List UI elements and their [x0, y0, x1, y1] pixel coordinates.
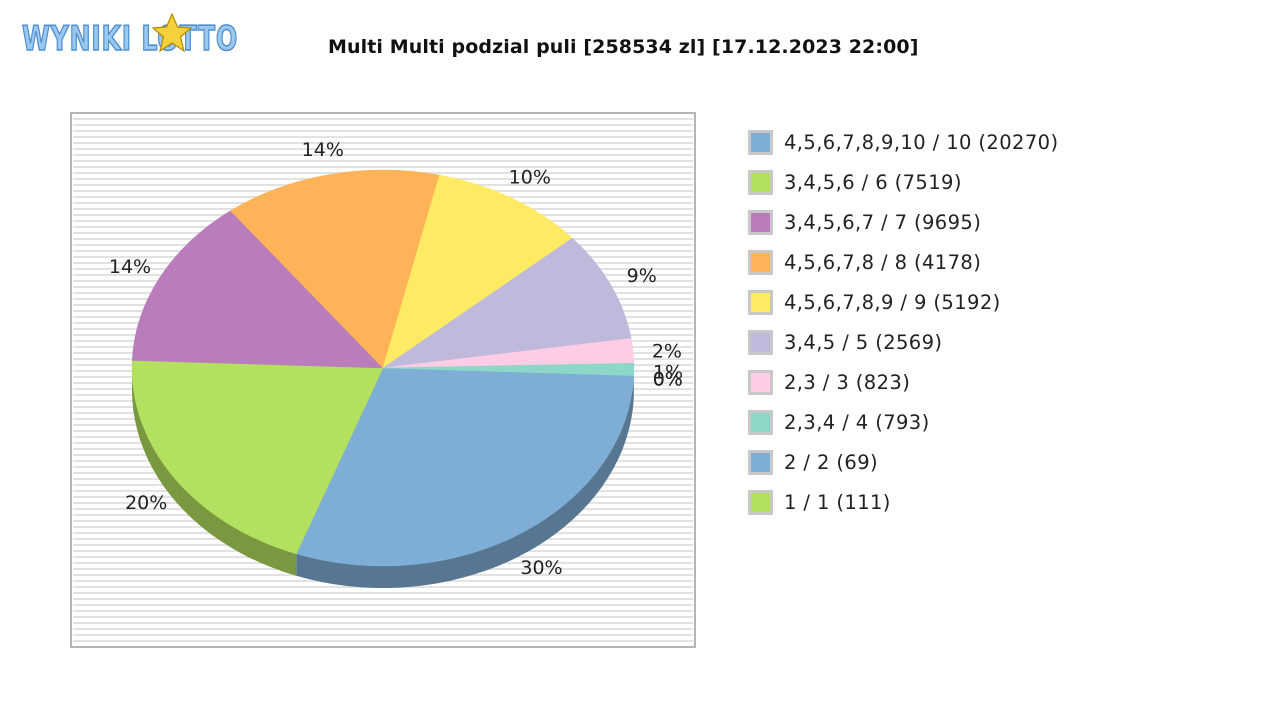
- legend-item: 3,4,5 / 5 (2569): [748, 322, 1058, 362]
- plot-area: [70, 112, 696, 648]
- legend-label: 2 / 2 (69): [784, 450, 879, 474]
- legend-swatch: [748, 369, 773, 395]
- legend-swatch: [748, 289, 773, 315]
- legend-swatch: [748, 449, 773, 475]
- legend-item: 2 / 2 (69): [748, 442, 1058, 482]
- legend-item: 1 / 1 (111): [748, 482, 1058, 522]
- logo-text: WYNIKI LOTTO: [22, 19, 238, 59]
- legend-label: 2,3,4 / 4 (793): [784, 410, 930, 434]
- legend-label: 3,4,5 / 5 (2569): [784, 330, 943, 354]
- legend-swatch: [748, 489, 773, 515]
- legend-item: 2,3 / 3 (823): [748, 362, 1058, 402]
- legend-swatch: [748, 409, 773, 435]
- legend-swatch: [748, 209, 773, 235]
- logo-star-icon: [151, 12, 193, 53]
- legend-label: 3,4,5,6,7 / 7 (9695): [784, 210, 982, 234]
- legend-item: 4,5,6,7,8,9 / 9 (5192): [748, 282, 1058, 322]
- legend-label: 4,5,6,7,8,9,10 / 10 (20270): [784, 130, 1059, 154]
- legend-item: 3,4,5,6 / 6 (7519): [748, 162, 1058, 202]
- legend-item: 4,5,6,7,8 / 8 (4178): [748, 242, 1058, 282]
- legend-label: 3,4,5,6 / 6 (7519): [784, 170, 962, 194]
- legend-label: 1 / 1 (111): [784, 490, 891, 514]
- legend-label: 4,5,6,7,8 / 8 (4178): [784, 250, 982, 274]
- legend-swatch: [748, 129, 773, 155]
- legend-item: 2,3,4 / 4 (793): [748, 402, 1058, 442]
- legend-item: 3,4,5,6,7 / 7 (9695): [748, 202, 1058, 242]
- legend-label: 2,3 / 3 (823): [784, 370, 911, 394]
- legend-swatch: [748, 329, 773, 355]
- legend-label: 4,5,6,7,8,9 / 9 (5192): [784, 290, 1001, 314]
- legend-swatch: [748, 249, 773, 275]
- legend-item: 4,5,6,7,8,9,10 / 10 (20270): [748, 122, 1058, 162]
- legend: 4,5,6,7,8,9,10 / 10 (20270) 3,4,5,6 / 6 (…: [748, 122, 1058, 522]
- legend-swatch: [748, 169, 773, 195]
- chart-title: Multi Multi podzial puli [258534 zl] [17…: [328, 36, 919, 58]
- wyniki-lotto-logo: WYNIKI LOTTO: [21, 12, 238, 60]
